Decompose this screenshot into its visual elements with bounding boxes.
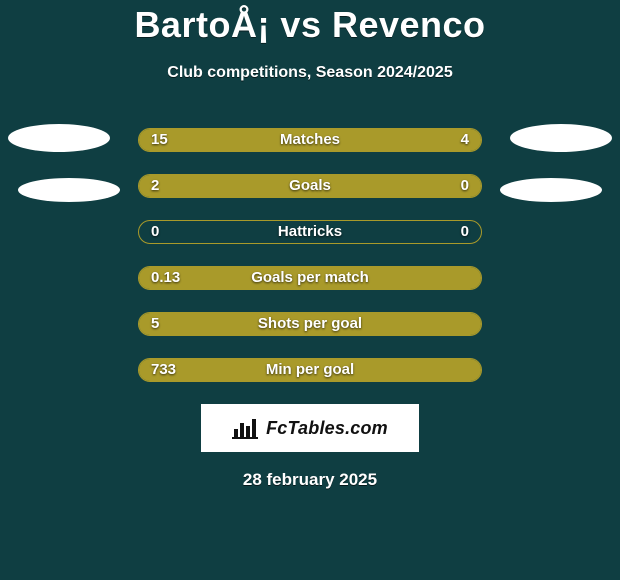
stat-bar: 2 Goals 0 [138,174,482,198]
stat-bar: 733 Min per goal [138,358,482,382]
stat-bar: 15 Matches 4 [138,128,482,152]
stat-bar: 0 Hattricks 0 [138,220,482,244]
stat-bars: 15 Matches 4 2 Goals 0 0 Hattricks 0 0.1… [138,128,482,382]
page-title: BartoÅ¡ vs Revenco [0,4,620,46]
stat-value-right: 0 [461,175,469,198]
stat-label: Shots per goal [139,313,481,336]
bar-chart-icon [232,417,258,439]
stat-value-right: 0 [461,221,469,244]
stat-label: Matches [139,129,481,152]
date: 28 february 2025 [0,470,620,490]
player-right-club-avatar [500,178,602,202]
player-left-club-avatar [18,178,120,202]
stat-label: Hattricks [139,221,481,244]
stat-bar: 5 Shots per goal [138,312,482,336]
stat-bar: 0.13 Goals per match [138,266,482,290]
attribution-box: FcTables.com [201,404,419,452]
stat-value-right: 4 [461,129,469,152]
attribution-text: FcTables.com [266,418,388,439]
stat-label: Goals [139,175,481,198]
comparison-card: BartoÅ¡ vs Revenco Club competitions, Se… [0,0,620,580]
player-left-avatar [8,124,110,152]
stat-label: Goals per match [139,267,481,290]
player-right-avatar [510,124,612,152]
stat-label: Min per goal [139,359,481,382]
subtitle: Club competitions, Season 2024/2025 [0,64,620,82]
